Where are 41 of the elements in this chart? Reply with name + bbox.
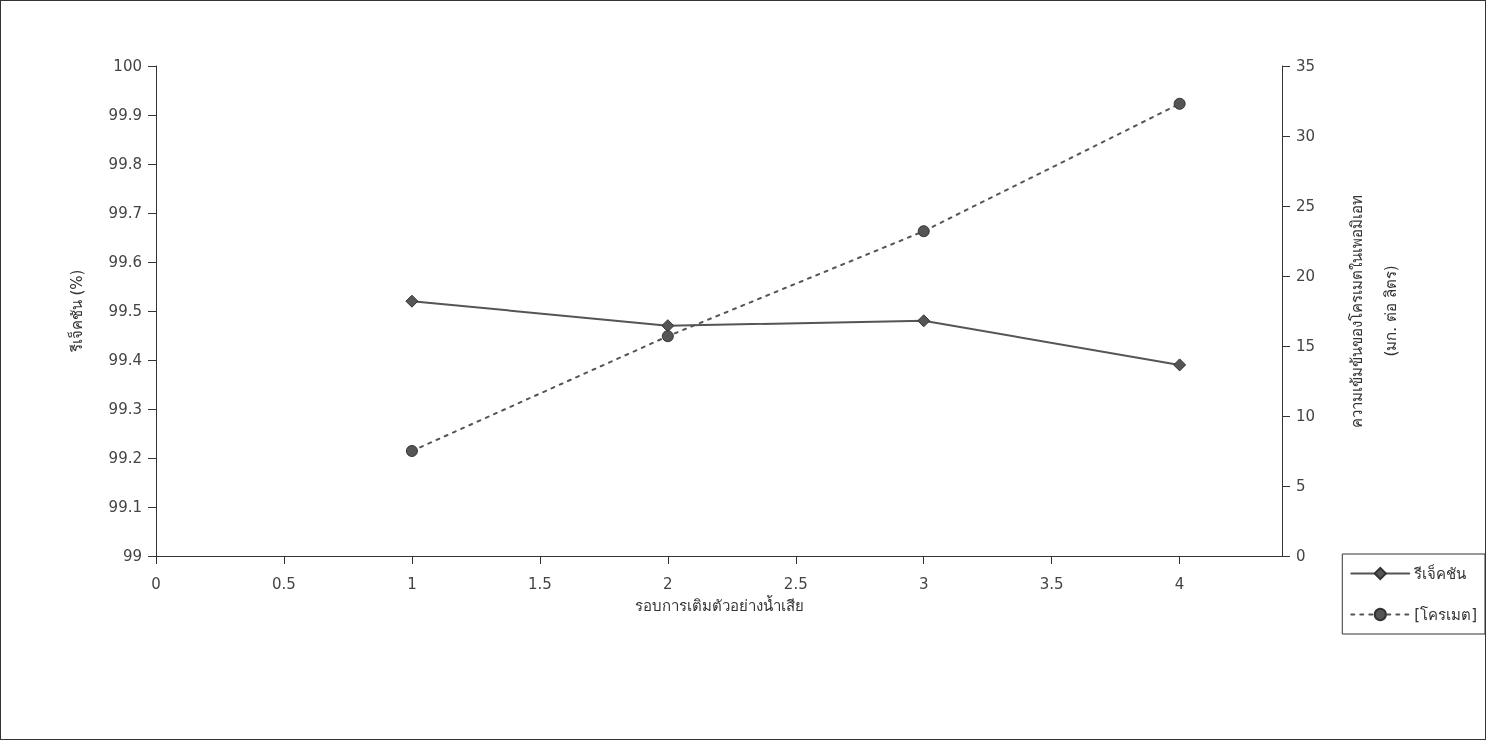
y2-tick-label: 35 bbox=[1296, 57, 1316, 75]
point bbox=[917, 314, 931, 328]
x-tick-label: 3 bbox=[918, 574, 929, 593]
y-tick-label: 99.1 bbox=[108, 498, 142, 516]
y-axis-title: รีเจ็คชัน (%) bbox=[67, 269, 86, 354]
y2-tick-label: 25 bbox=[1296, 197, 1316, 215]
y2-tick-label: 0 bbox=[1296, 547, 1306, 565]
y2-tick-label: 30 bbox=[1296, 127, 1316, 145]
point bbox=[917, 225, 930, 238]
y-tick-label: 99.2 bbox=[108, 449, 142, 467]
point bbox=[661, 330, 674, 343]
point bbox=[405, 294, 419, 308]
x-axis-title: รอบการเติมตัวอย่างน้ำเสีย bbox=[634, 594, 804, 615]
y2-tick-label: 5 bbox=[1296, 477, 1306, 495]
x-tick-label: 4 bbox=[1174, 574, 1185, 593]
y2-tick-label: 15 bbox=[1296, 337, 1316, 355]
point bbox=[1173, 358, 1187, 372]
legend-label: [โครเมต] bbox=[1414, 605, 1478, 624]
point bbox=[661, 319, 675, 333]
y-tick-label: 99.8 bbox=[108, 155, 142, 173]
y-tick-label: 99.4 bbox=[108, 351, 142, 369]
x-tick-label: 3.5 bbox=[1039, 574, 1064, 593]
y-tick-label: 99 bbox=[122, 547, 142, 565]
x-tick-label: 1.5 bbox=[527, 574, 552, 593]
y2-tick-label: 20 bbox=[1296, 267, 1316, 285]
point bbox=[405, 445, 418, 457]
x-tick-label: 0.5 bbox=[272, 574, 296, 593]
y-tick-label: 99.5 bbox=[108, 302, 142, 320]
y-tick-label: 99.9 bbox=[108, 106, 142, 124]
y-tick-label: 99.6 bbox=[108, 253, 142, 271]
y-tick-label: 99.3 bbox=[108, 400, 142, 418]
legend-label: รีเจ็คชัน bbox=[1413, 563, 1467, 583]
y-tick-label: 99.7 bbox=[108, 204, 142, 222]
x-tick-label: 2.5 bbox=[783, 574, 808, 593]
x-tick-label: 1 bbox=[407, 574, 417, 593]
y2-tick-label: 10 bbox=[1296, 407, 1316, 425]
x-tick-label: 0 bbox=[151, 574, 161, 593]
point bbox=[1173, 97, 1186, 110]
x-tick-label: 2 bbox=[663, 574, 673, 593]
y2-axis-title: ความเข้มข้นของโครเมตในเพอมิเอท (มก. ต่อ ลิตร) bbox=[1348, 194, 1400, 428]
y-tick-label: 100 bbox=[113, 57, 142, 75]
